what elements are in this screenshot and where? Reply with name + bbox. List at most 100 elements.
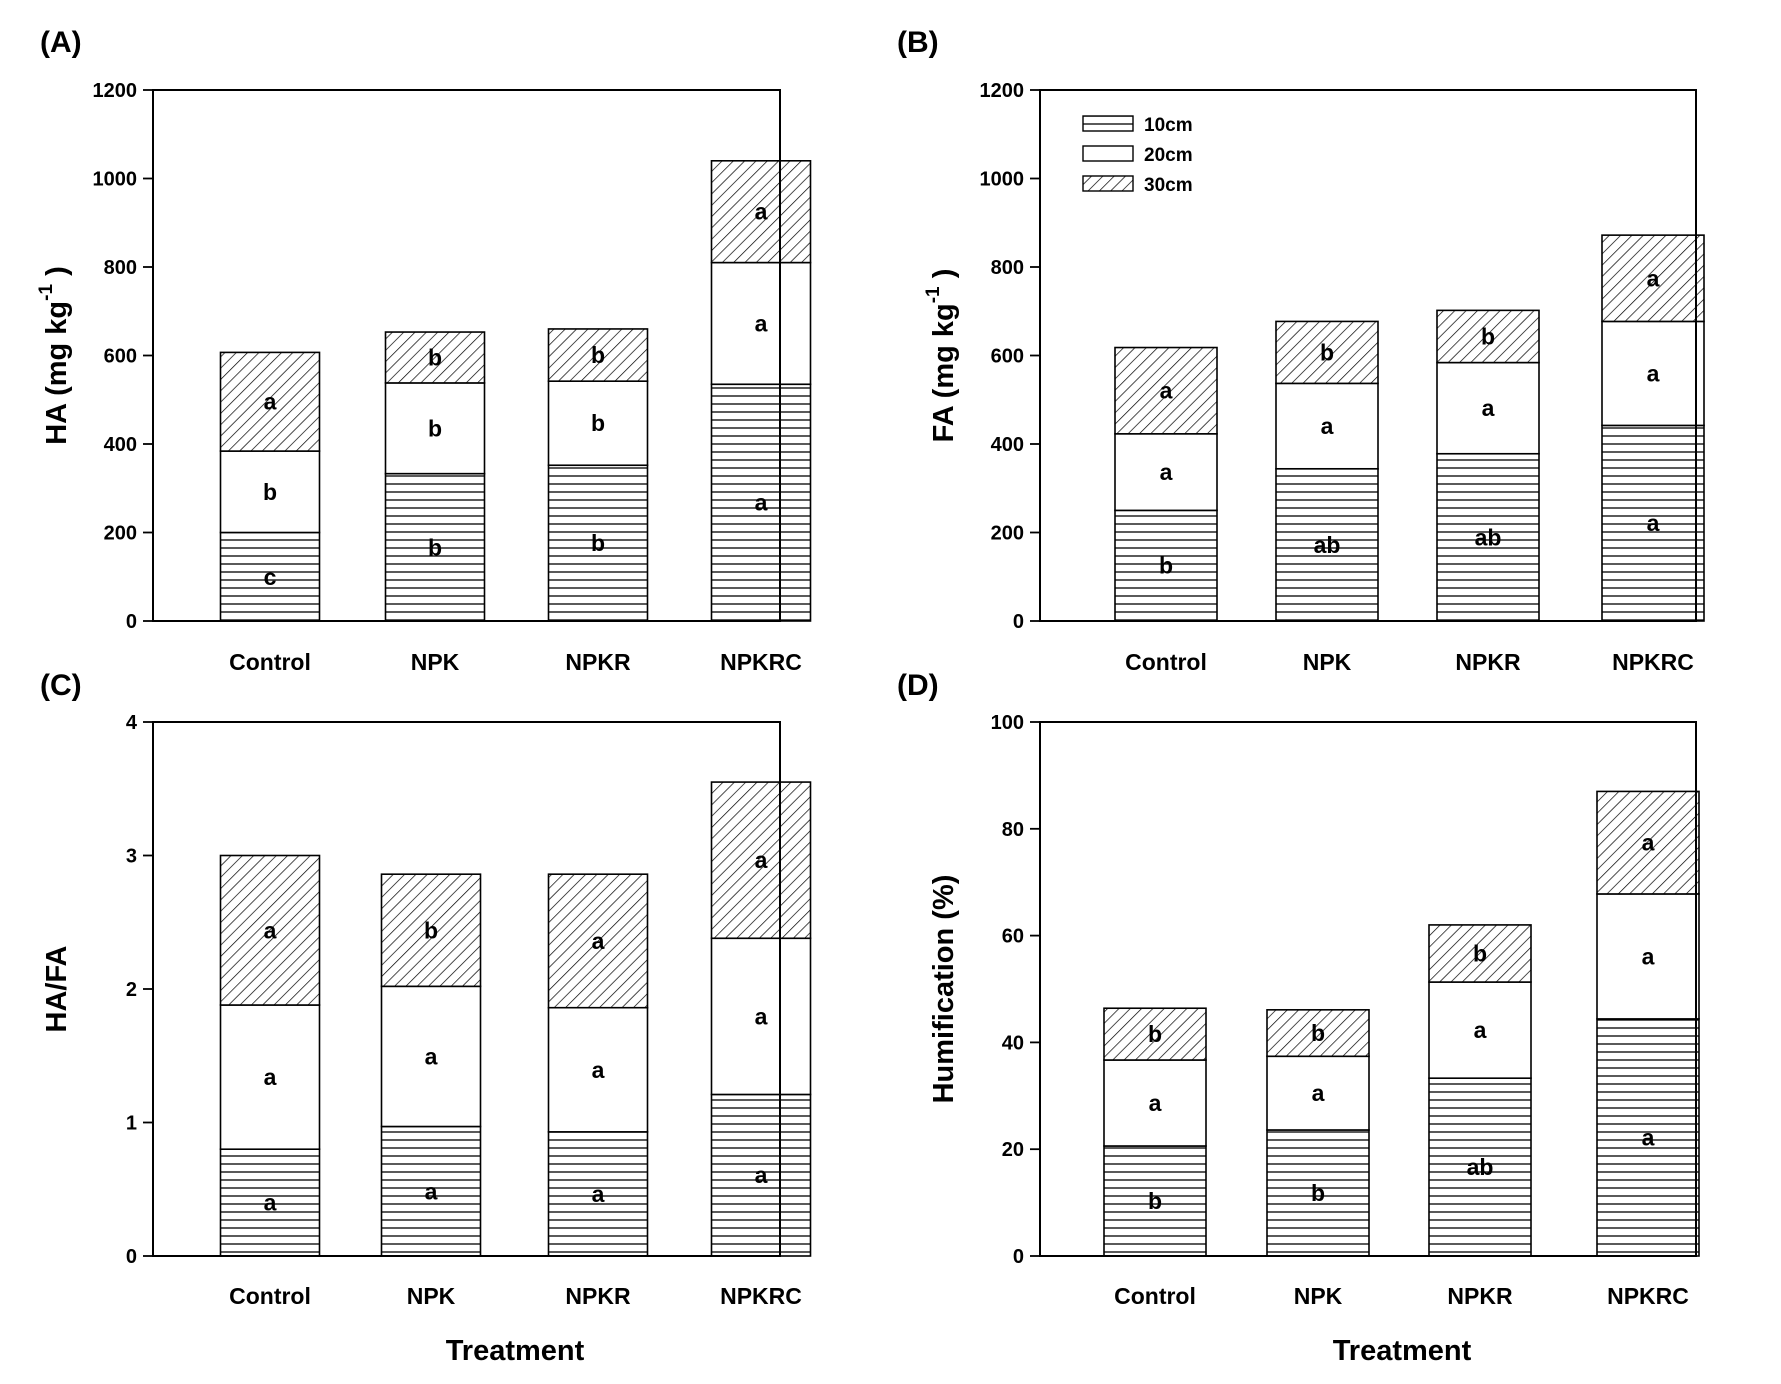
y-tick-label: 80 [1002, 819, 1024, 841]
significance-letter: a [425, 1043, 438, 1069]
legend-label: 20cm [1144, 145, 1193, 166]
significance-letter: a [1149, 1090, 1162, 1116]
bar-20cm-NPKRC [1596, 893, 1700, 1020]
x-tick-label: Control [1114, 1283, 1196, 1309]
y-tick-label: 40 [1002, 1032, 1024, 1054]
legend-swatch-20cm [1082, 145, 1134, 162]
significance-letter: b [428, 415, 442, 441]
significance-letter: a [425, 1178, 438, 1204]
significance-letter: a [755, 199, 768, 225]
y-axis-title-text: FA (mg kg [928, 303, 960, 442]
legend: 10cm 20cm 30cm [1082, 115, 1193, 196]
y-tick-label: 1000 [980, 169, 1025, 191]
bar-20cm-NPK [1275, 382, 1379, 470]
significance-letter: a [264, 917, 277, 943]
x-axis-title: Treatment [446, 1335, 585, 1367]
y-axis-title: FA (mg kg-1 ) [923, 269, 960, 443]
bar-10cm-NPK [1275, 467, 1379, 622]
significance-letter: a [1482, 395, 1495, 421]
significance-letter: b [1320, 339, 1334, 365]
y-tick-label: 800 [104, 257, 137, 279]
y-tick-label: 60 [1002, 926, 1024, 948]
y-tick-label: 20 [1002, 1139, 1024, 1161]
legend-label: 30cm [1144, 175, 1193, 196]
significance-letter: b [424, 917, 438, 943]
bar-20cm-NPKRC [710, 261, 812, 386]
significance-letter: ab [1467, 1154, 1494, 1180]
bar-10cm-Control [219, 531, 321, 622]
y-tick-label: 400 [991, 434, 1024, 456]
significance-letter: ab [1475, 524, 1502, 550]
x-tick-label: NPKR [565, 649, 631, 675]
x-tick-label: NPKR [1455, 649, 1521, 675]
bar-20cm-Control [1114, 433, 1218, 512]
bar-20cm-Control [1103, 1059, 1207, 1147]
significance-letter: a [592, 1057, 605, 1083]
significance-letter: a [1647, 360, 1660, 386]
chart-panel-3: (C) a a a Control a a b NPK a a a NPKR a a a NPKRC 0 1 2 3 4 H… [40, 669, 812, 1367]
bar-30cm-Control [1103, 1007, 1207, 1061]
y-tick-label: 600 [104, 346, 137, 368]
bar-30cm-NPKRC [1596, 790, 1700, 895]
y-tick-label: 200 [104, 523, 137, 545]
plot-frame [1039, 721, 1697, 1257]
bar-10cm-NPKRC [710, 1093, 812, 1257]
x-tick-label: NPK [411, 649, 460, 675]
significance-letter: a [755, 847, 768, 873]
bar-30cm-NPK [1266, 1009, 1370, 1058]
bar-30cm-NPKR [1436, 309, 1540, 364]
significance-letter: b [591, 530, 605, 556]
bar-30cm-NPKRC [1601, 234, 1705, 323]
bar-30cm-NPKRC [710, 781, 812, 940]
bar-20cm-NPKRC [710, 937, 812, 1096]
panel-label: (C) [40, 669, 82, 702]
significance-letter: b [591, 410, 605, 436]
y-tick-label: 1200 [93, 80, 138, 102]
bar-20cm-NPK [380, 985, 482, 1128]
bar-30cm-Control [1114, 346, 1218, 435]
bar-30cm-Control [219, 854, 321, 1006]
significance-letter: a [1642, 1124, 1655, 1150]
significance-letter: a [1321, 413, 1334, 439]
y-tick-label: 800 [991, 257, 1024, 279]
x-tick-label: NPKRC [720, 1283, 802, 1309]
y-axis-title-superscript: -1 [923, 286, 944, 303]
x-tick-label: NPKRC [1612, 649, 1694, 675]
x-tick-label: Control [1125, 649, 1207, 675]
bar-20cm-Control [219, 1004, 321, 1151]
significance-letter: a [1312, 1080, 1325, 1106]
significance-letter: b [1311, 1020, 1325, 1046]
y-axis-title-text: HA/FA [41, 945, 73, 1032]
x-tick-label: Control [229, 649, 311, 675]
significance-letter: a [1160, 459, 1173, 485]
y-axis-title-end: ) [41, 266, 73, 284]
significance-letter: a [755, 1003, 768, 1029]
significance-letter: a [755, 1162, 768, 1188]
significance-letter: a [755, 490, 768, 516]
x-tick-label: NPKRC [1607, 1283, 1689, 1309]
panel-label: (D) [897, 669, 939, 702]
bar-10cm-NPK [384, 472, 486, 622]
chart-panel-2: (B)baaControlababNPKababNPKRaaaNPKRC0200… [897, 26, 1705, 675]
significance-letter: a [264, 1064, 277, 1090]
x-tick-label: NPK [407, 1283, 456, 1309]
bar-10cm-NPKRC [710, 383, 812, 622]
bar-20cm-NPKR [1436, 361, 1540, 455]
legend-swatch-10cm [1082, 115, 1134, 132]
y-axis-title: HA/FA [41, 945, 73, 1032]
x-tick-label: Control [229, 1283, 311, 1309]
significance-letter: a [1647, 265, 1660, 291]
y-tick-label: 600 [991, 346, 1024, 368]
bar-30cm-NPK [384, 331, 486, 384]
legend-label: 10cm [1144, 115, 1193, 136]
y-axis-title-superscript: -1 [36, 284, 57, 301]
bar-20cm-Control [219, 450, 321, 534]
significance-letter: a [1474, 1017, 1487, 1043]
significance-letter: c [264, 564, 277, 590]
bar-30cm-NPK [380, 873, 482, 988]
y-tick-label: 1000 [93, 169, 138, 191]
significance-letter: b [263, 479, 277, 505]
y-tick-label: 2 [126, 979, 137, 1001]
bar-30cm-NPKR [547, 873, 649, 1009]
